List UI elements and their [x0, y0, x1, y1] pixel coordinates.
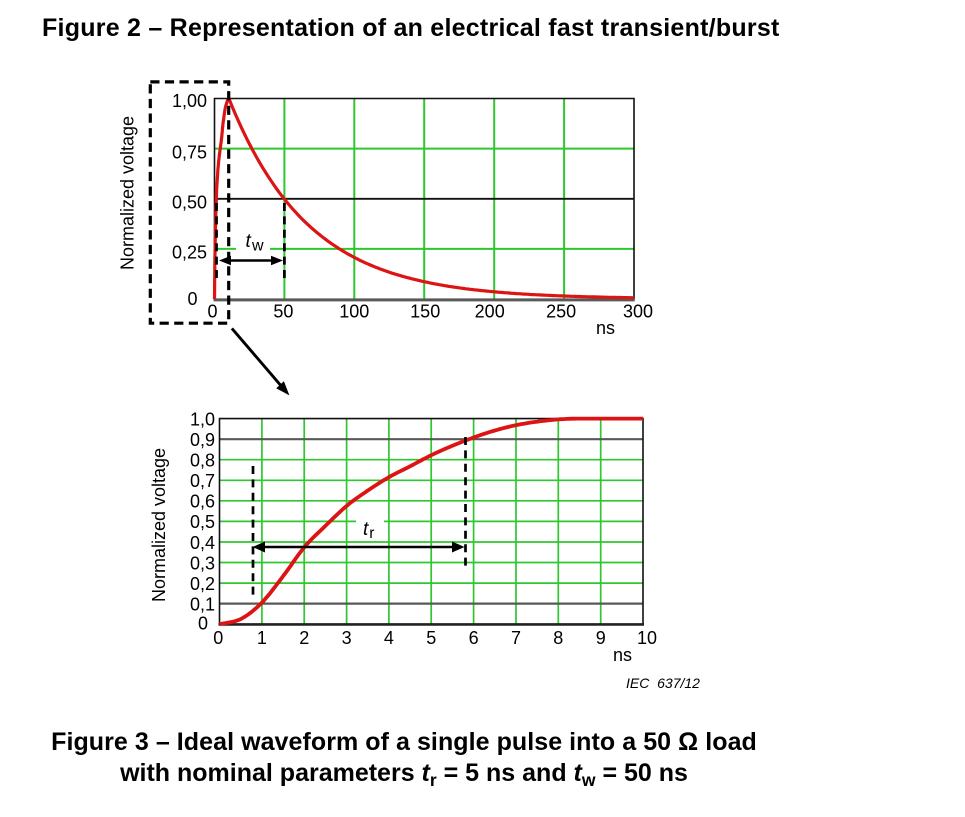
svg-text:Figure 3 – Ideal waveform of a: Figure 3 – Ideal waveform of a single pu…: [51, 728, 757, 756]
svg-text:IEC 637/12: IEC 637/12: [626, 675, 700, 691]
svg-text:1,00: 1,00: [172, 91, 207, 111]
svg-text:2: 2: [299, 628, 309, 648]
svg-text:0,8: 0,8: [190, 451, 215, 471]
svg-text:t: t: [246, 231, 252, 252]
svg-text:4: 4: [384, 628, 394, 648]
svg-text:0,3: 0,3: [190, 553, 215, 573]
svg-text:0,4: 0,4: [190, 533, 215, 553]
svg-text:150: 150: [410, 302, 440, 322]
svg-text:0,2: 0,2: [190, 574, 215, 594]
svg-text:7: 7: [511, 628, 521, 648]
svg-text:0: 0: [207, 302, 217, 322]
svg-text:Normalized voltage: Normalized voltage: [149, 448, 169, 602]
svg-text:0,1: 0,1: [190, 594, 215, 614]
svg-text:0,9: 0,9: [190, 430, 215, 450]
svg-text:Normalized voltage: Normalized voltage: [118, 116, 138, 270]
svg-text:ns: ns: [613, 645, 632, 665]
svg-text:9: 9: [596, 628, 606, 648]
svg-text:0,5: 0,5: [190, 512, 215, 532]
svg-text:t: t: [363, 519, 369, 540]
svg-text:0,25: 0,25: [172, 243, 207, 263]
svg-text:0: 0: [213, 628, 223, 648]
svg-text:0,50: 0,50: [172, 192, 207, 212]
svg-text:0,6: 0,6: [190, 492, 215, 512]
svg-text:r: r: [369, 525, 374, 542]
svg-text:1,0: 1,0: [190, 409, 215, 429]
svg-text:8: 8: [553, 628, 563, 648]
svg-text:0: 0: [187, 289, 197, 309]
svg-text:200: 200: [475, 302, 505, 322]
svg-text:3: 3: [342, 628, 352, 648]
svg-text:1: 1: [257, 628, 267, 648]
svg-text:5: 5: [426, 628, 436, 648]
svg-text:6: 6: [469, 628, 479, 648]
svg-text:10: 10: [637, 628, 657, 648]
svg-text:100: 100: [339, 302, 369, 322]
svg-text:0,7: 0,7: [190, 471, 215, 491]
svg-text:w: w: [251, 238, 264, 255]
svg-text:300: 300: [623, 302, 653, 322]
svg-text:with nominal parameters tr = 5: with nominal parameters tr = 5 ns and tw…: [119, 759, 688, 790]
svg-text:0,75: 0,75: [172, 142, 207, 162]
svg-text:0: 0: [198, 614, 208, 634]
svg-text:250: 250: [546, 302, 576, 322]
svg-text:ns: ns: [596, 318, 615, 338]
svg-text:50: 50: [273, 302, 293, 322]
svg-text:Figure 2 – Representation of a: Figure 2 – Representation of an electric…: [42, 14, 780, 42]
